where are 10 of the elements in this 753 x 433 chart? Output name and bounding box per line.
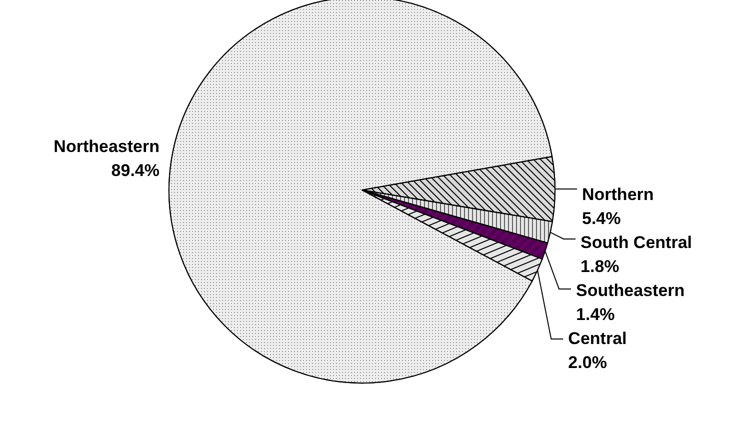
data-label: 2.0% [568,353,607,372]
data-label: 1.8% [580,257,620,276]
slice-label: South Central [580,233,692,252]
data-label: 89.4% [111,161,160,180]
slice-label: Southeastern [576,281,685,300]
data-label: 5.4% [582,209,621,228]
slice-label: Northeastern [54,137,160,156]
data-label: 1.4% [576,305,615,324]
slice-label: Central [568,329,627,348]
slice-label: Northern [582,185,654,204]
